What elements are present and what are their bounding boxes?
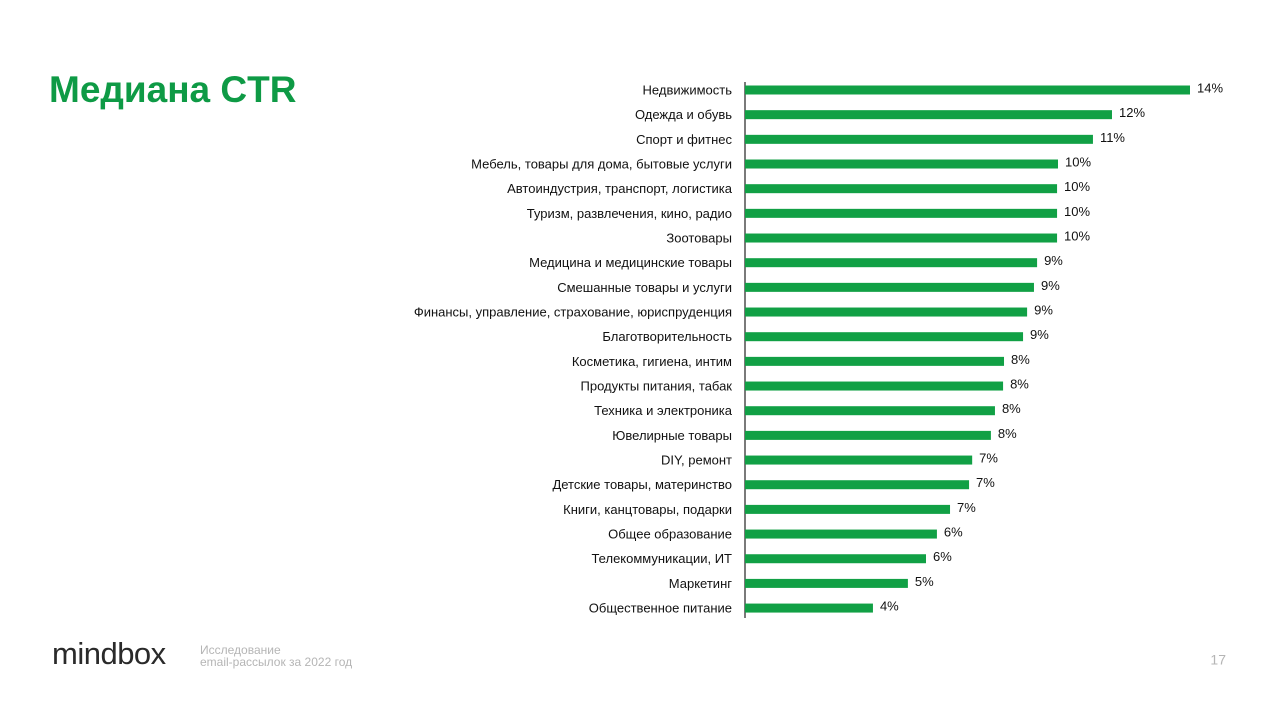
value-label: 14% (1197, 80, 1223, 95)
value-label: 9% (1041, 278, 1060, 293)
category-label: Медицина и медицинские товары (529, 255, 732, 270)
bar (745, 159, 1058, 169)
value-label: 7% (979, 450, 998, 465)
category-label: Ювелирные товары (612, 428, 732, 443)
title: Медиана CTR (49, 69, 296, 110)
bar (745, 578, 908, 588)
category-label: Финансы, управление, страхование, юриспр… (414, 304, 732, 319)
value-label: 8% (1010, 376, 1029, 391)
value-label: 10% (1064, 204, 1090, 219)
bar (745, 332, 1024, 342)
category-label: Недвижимость (643, 82, 733, 97)
value-label: 7% (957, 500, 976, 515)
bar (745, 504, 951, 514)
category-label: Маркетинг (669, 576, 732, 591)
value-label: 6% (944, 524, 963, 539)
bar (745, 480, 970, 490)
bar (745, 208, 1058, 218)
bar (745, 406, 995, 416)
bar (745, 233, 1058, 243)
bar (745, 356, 1005, 366)
bar (745, 529, 937, 539)
value-label: 8% (998, 426, 1017, 441)
category-label: Техника и электроника (594, 403, 733, 418)
category-label: Общественное питание (589, 601, 732, 616)
category-label: Мебель, товары для дома, бытовые услуги (471, 156, 732, 171)
value-label: 10% (1065, 154, 1091, 169)
bar (745, 455, 973, 465)
value-label: 6% (933, 549, 952, 564)
value-label: 11% (1100, 130, 1125, 145)
bar (745, 554, 926, 564)
category-label: Благотворительность (602, 329, 732, 344)
value-label: 10% (1064, 179, 1090, 194)
bar (745, 134, 1093, 144)
bar (745, 184, 1058, 194)
category-label: Общее образование (608, 526, 732, 541)
value-label: 8% (1002, 401, 1021, 416)
category-label: Смешанные товары и услуги (557, 280, 732, 295)
value-label: 9% (1044, 253, 1063, 268)
bar (745, 282, 1034, 292)
category-label: Косметика, гигиена, интим (572, 354, 732, 369)
page-number: 17 (1210, 652, 1226, 668)
logo: mindbox (52, 636, 167, 671)
category-label: Продукты питания, табак (581, 378, 733, 393)
bar (745, 258, 1038, 268)
bar (745, 85, 1190, 95)
category-label: Книги, канцтовары, подарки (563, 502, 732, 517)
category-label: Детские товары, материнство (552, 477, 732, 492)
bar (745, 381, 1004, 391)
value-label: 5% (915, 574, 934, 589)
bar (745, 110, 1112, 120)
category-label: DIY, ремонт (661, 452, 732, 467)
value-label: 7% (976, 475, 995, 490)
value-label: 4% (880, 599, 899, 614)
value-label: 9% (1034, 302, 1053, 317)
category-label: Автоиндустрия, транспорт, логистика (507, 181, 733, 196)
bar (745, 430, 991, 440)
category-label: Туризм, развлечения, кино, радио (527, 206, 732, 221)
value-label: 8% (1011, 352, 1030, 367)
value-label: 9% (1030, 327, 1049, 342)
caption: Исследование (200, 643, 281, 657)
value-label: 10% (1064, 228, 1090, 243)
category-label: Одежда и обувь (635, 107, 732, 122)
bar (745, 307, 1028, 317)
category-label: Телекоммуникации, ИТ (591, 551, 732, 566)
caption: email-рассылок за 2022 год (200, 655, 352, 669)
category-label: Спорт и фитнес (636, 132, 732, 147)
value-label: 12% (1119, 105, 1145, 120)
bar (745, 603, 873, 613)
category-label: Зоотовары (666, 230, 732, 245)
